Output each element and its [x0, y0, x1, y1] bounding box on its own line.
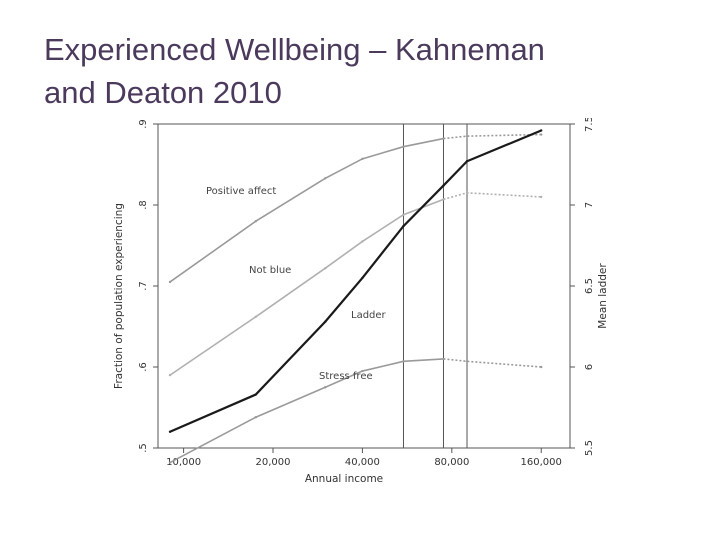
plot-area: [157, 123, 571, 449]
series-point-positive-affect: [402, 145, 405, 148]
series-point-not-blue: [361, 240, 364, 243]
series-point-positive-affect: [324, 177, 327, 180]
series-point-ladder: [442, 184, 445, 187]
chart-container: .5 .6 .7 .8 .9 5.5 6 6.5 7 7.5 10,000 20,000 40,00…: [108, 118, 616, 490]
series-line-positive-affect-tail: [443, 133, 542, 140]
right-y-axis: 5.5 6 6.5 7 7.5: [570, 118, 595, 456]
series-line-stress-free: [169, 358, 444, 464]
wellbeing-line-chart: .5 .6 .7 .8 .9 5.5 6 6.5 7 7.5 10,000 20,000 40,00…: [113, 118, 609, 485]
series-point-stress-free: [361, 369, 364, 373]
series-point-ladder: [168, 430, 172, 433]
slide-title-line-1: Experienced Wellbeing – Kahneman: [44, 32, 545, 67]
series-label-not-blue: Not blue: [249, 265, 291, 276]
series-point-not-blue: [465, 191, 469, 195]
left-y-axis-title: Fraction of population experiencing: [113, 203, 125, 389]
series-line-ladder: [169, 129, 542, 433]
series-point-ladder: [540, 129, 543, 132]
left-y-tick-label: .8: [138, 200, 149, 210]
series-point-ladder: [465, 160, 469, 163]
series-point-positive-affect: [465, 134, 469, 138]
series-line-not-blue: [169, 198, 444, 376]
series-point-ladder: [254, 393, 257, 396]
left-y-tick-label: .6: [138, 362, 149, 372]
slide-title: Experienced Wellbeing – Kahneman and Dea…: [44, 28, 684, 114]
left-y-tick-label: .9: [138, 119, 149, 129]
series-line-not-blue-tail: [443, 192, 542, 201]
series-point-not-blue: [540, 195, 543, 199]
series-point-stress-free: [442, 357, 445, 361]
series-point-ladder: [324, 320, 327, 323]
series-point-stress-free: [402, 360, 405, 363]
x-tick-label: 80,000: [434, 457, 469, 468]
series-point-not-blue: [442, 198, 445, 201]
series-point-stress-free: [465, 360, 469, 363]
left-y-axis: .5 .6 .7 .8 .9: [138, 119, 158, 453]
slide-title-line-2: and Deaton 2010: [44, 75, 282, 110]
series-point-positive-affect: [254, 220, 257, 223]
series-point-positive-affect: [442, 137, 445, 140]
x-tick-label: 10,000: [166, 457, 201, 468]
right-y-tick-label: 6: [584, 364, 595, 370]
right-y-tick-label: 6.5: [584, 278, 595, 294]
series-label-ladder: Ladder: [351, 310, 387, 321]
series-labels: Positive affect Not blue Stress free Ladder: [206, 186, 387, 382]
series-label-stress-free: Stress free: [319, 371, 373, 382]
series-point-stress-free: [168, 461, 172, 464]
x-axis-title: Annual income: [305, 473, 383, 485]
series-point-not-blue: [324, 266, 327, 270]
series-point-not-blue: [402, 213, 405, 216]
x-tick-label: 20,000: [256, 457, 291, 468]
series-point-ladder: [361, 276, 364, 280]
left-y-tick-label: .5: [138, 443, 149, 453]
x-tick-label: 40,000: [345, 457, 380, 468]
left-y-tick-label: .7: [138, 281, 149, 291]
series-label-positive-affect: Positive affect: [206, 186, 276, 197]
series-lines: [168, 129, 543, 464]
series-point-ladder: [402, 224, 405, 228]
series-point-positive-affect: [361, 157, 364, 161]
x-axis: 10,000 20,000 40,000 80,000 160,000: [166, 448, 562, 468]
right-y-tick-label: 7: [584, 202, 595, 208]
series-line-positive-affect: [169, 137, 444, 283]
x-tick-label: 160,000: [521, 457, 562, 468]
plot-frame: [157, 123, 571, 449]
series-point-not-blue: [168, 373, 172, 377]
right-y-axis-title: Mean ladder: [597, 263, 609, 329]
series-point-positive-affect: [168, 280, 172, 284]
right-y-tick-label: 7.5: [584, 118, 595, 132]
series-point-positive-affect: [540, 133, 543, 136]
series-line-stress-free-tail: [443, 358, 542, 368]
series-point-stress-free: [254, 416, 257, 419]
series-point-stress-free: [540, 365, 543, 369]
right-y-tick-label: 5.5: [584, 440, 595, 456]
series-point-not-blue: [254, 315, 257, 318]
series-point-stress-free: [324, 386, 327, 389]
